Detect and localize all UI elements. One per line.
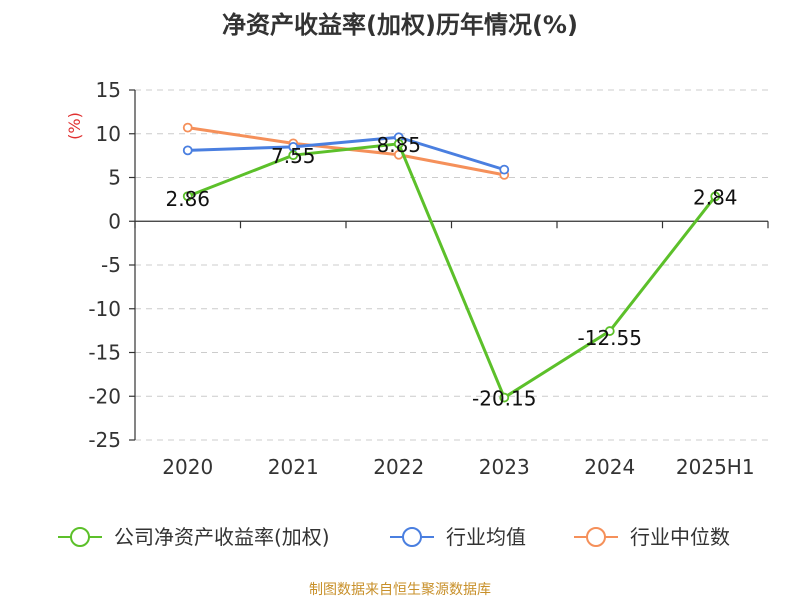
x-tick-label: 2025H1	[676, 455, 755, 479]
y-tick-label: 10	[96, 122, 121, 146]
data-point	[393, 138, 404, 149]
legend-marker	[70, 527, 90, 547]
series-line	[187, 142, 717, 400]
series-layer	[182, 122, 721, 403]
data-point	[182, 122, 193, 133]
chart-title: 净资产收益率(加权)历年情况(%)	[222, 11, 578, 39]
y-tick-label: -25	[88, 428, 121, 452]
data-label: -12.55	[578, 326, 642, 350]
x-tick-label: 2023	[479, 455, 530, 479]
data-label: 8.85	[376, 133, 421, 157]
legend-label: 行业中位数	[630, 525, 730, 549]
source-note: 制图数据来自恒生聚源数据库	[309, 582, 491, 598]
x-tick-label: 2022	[373, 455, 424, 479]
data-label: 7.55	[271, 144, 316, 168]
x-tick-label: 2024	[584, 455, 635, 479]
legend-marker	[402, 527, 422, 547]
data-point	[182, 191, 193, 202]
legend-label: 公司净资产收益率(加权)	[114, 525, 330, 549]
y-tick-label: 15	[96, 78, 121, 102]
y-axis-label: (%)	[65, 112, 84, 140]
y-tick-label: 0	[108, 209, 121, 233]
grid-layer	[135, 89, 768, 441]
series-line	[187, 135, 505, 172]
axis-layer: 15 10 5 0 -5 -10 -15 -20 -25 2020 2021 2022 2023 2024…	[88, 78, 769, 479]
y-tick-label: -15	[88, 341, 121, 365]
data-label: -20.15	[472, 387, 536, 411]
data-point	[604, 326, 615, 336]
legend-label: 行业均值	[446, 525, 526, 549]
x-tick-label: 2020	[162, 455, 213, 479]
data-point	[499, 164, 510, 175]
data-label: 2.86	[165, 187, 210, 211]
data-label: 2.84	[693, 185, 738, 209]
y-tick-label: 5	[108, 166, 121, 190]
y-tick-label: -20	[88, 384, 121, 408]
data-point	[288, 150, 299, 161]
y-tick-label: -5	[101, 253, 121, 277]
data-label-layer: 2.86 7.55 8.85 -20.15 -12.55 2.84	[165, 133, 737, 411]
legend: 公司净资产收益率(加权) 行业均值 行业中位数	[58, 525, 730, 549]
legend-marker	[586, 527, 606, 547]
y-tick-label: -10	[88, 297, 121, 321]
data-point	[499, 392, 510, 403]
x-tick-label: 2021	[268, 455, 319, 479]
series-line	[187, 126, 505, 177]
data-point	[710, 191, 721, 202]
data-point	[182, 145, 193, 156]
